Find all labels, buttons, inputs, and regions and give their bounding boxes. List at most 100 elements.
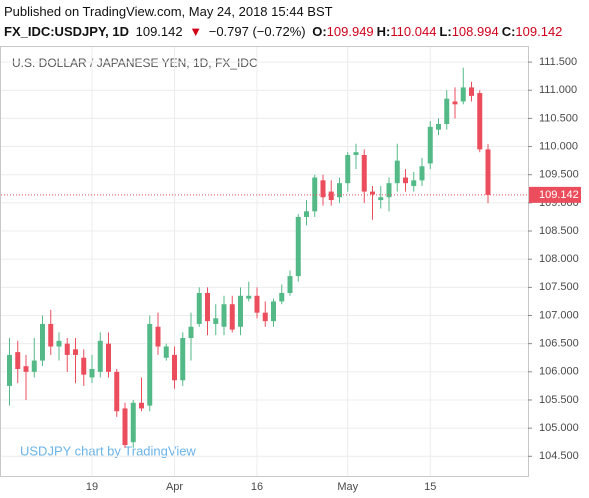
candle-body <box>271 301 276 322</box>
candle-body <box>40 323 45 361</box>
ohlc-value: 109.142 <box>515 24 563 39</box>
x-tick-label: 16 <box>251 481 263 493</box>
y-tick-label: 104.500 <box>539 450 579 462</box>
change-arrow: ▼ <box>189 24 203 39</box>
candle-body <box>130 402 136 443</box>
candle-body <box>23 366 29 372</box>
candle-body <box>106 343 111 372</box>
ohlc-label: C: <box>501 24 516 39</box>
y-tick-label: 111.000 <box>539 84 577 96</box>
candle-body <box>205 292 210 322</box>
ohlc-value: 108.994 <box>451 24 499 39</box>
y-tick-label: 105.500 <box>539 394 579 406</box>
x-tick-label: 15 <box>424 481 436 493</box>
candle-body <box>328 191 334 201</box>
candle-body <box>31 360 37 372</box>
candle-body <box>345 155 351 184</box>
candle-body <box>64 343 70 355</box>
symbol-line: FX_IDC:USDJPY, 1D 109.142 ▼ −0.797 (−0.7… <box>4 24 568 39</box>
candle-body <box>246 295 252 299</box>
y-tick-label: 105.000 <box>539 422 579 434</box>
y-tick-label: 108.500 <box>539 225 579 237</box>
candle-body <box>477 93 483 150</box>
change: −0.797 (−0.72%) <box>208 24 306 39</box>
candle-body <box>172 354 177 381</box>
candle-body <box>353 152 359 155</box>
candle-body <box>15 352 21 369</box>
ohlc-label: O: <box>312 24 327 39</box>
x-tick-label: 19 <box>86 481 98 493</box>
candle-body <box>337 183 342 198</box>
ohlc-value: 110.044 <box>390 24 437 39</box>
candle-body <box>147 323 153 406</box>
last-price-box <box>529 186 581 203</box>
candle-body <box>386 183 392 198</box>
candle-body <box>213 318 219 324</box>
y-tick-label: 107.000 <box>539 309 579 321</box>
candle-body <box>73 349 78 355</box>
candle-body <box>97 340 103 372</box>
ohlc: O:109.949 H:110.044 L:108.994 C:109.142 <box>312 24 565 39</box>
candle-body <box>452 101 458 105</box>
published-line: Published on TradingView.com, May 24, 20… <box>4 4 333 19</box>
plot-frame <box>0 46 529 477</box>
candle-body <box>370 191 375 195</box>
candle-body <box>89 369 95 378</box>
candle-body <box>196 292 202 324</box>
watermark: USDJPY chart by TradingView <box>20 443 196 458</box>
ohlc-label: L: <box>439 24 452 39</box>
candle-body <box>155 326 161 347</box>
symbol: FX_IDC:USDJPY, 1D <box>4 24 129 39</box>
y-tick-label: 108.000 <box>539 253 579 265</box>
candle-body <box>81 357 87 375</box>
candle-body <box>48 323 54 347</box>
candle-body <box>139 402 144 409</box>
candle-body <box>312 177 318 212</box>
candle-body <box>436 124 441 130</box>
candle-body <box>221 304 227 327</box>
y-tick-label: 107.500 <box>539 281 579 293</box>
candle-body <box>114 371 120 412</box>
ohlc-label: H: <box>376 24 391 39</box>
candle-body <box>304 211 309 217</box>
y-tick-label: 106.000 <box>539 366 579 378</box>
chart-title: U.S. DOLLAR / JAPANESE YEN, 1D, FX_IDC <box>12 56 258 70</box>
candle-body <box>320 180 326 198</box>
candle-body <box>180 338 186 381</box>
last-price-label: 109.142 <box>539 189 579 201</box>
candle-body <box>229 304 235 330</box>
price: 109.142 <box>135 24 183 39</box>
candle-body <box>361 155 367 192</box>
candle-body <box>419 166 425 181</box>
y-tick-label: 110.500 <box>539 112 578 124</box>
x-tick-label: May <box>337 481 358 493</box>
candle-body <box>378 197 384 201</box>
candle-body <box>188 326 194 339</box>
candle-body <box>403 177 408 184</box>
candle-body <box>262 312 268 322</box>
candle-body <box>485 149 491 195</box>
y-tick-label: 106.500 <box>539 338 579 350</box>
candle-body <box>411 180 417 186</box>
candle-body <box>279 292 285 302</box>
ohlc-value: 109.949 <box>326 24 374 39</box>
candle-body <box>163 346 169 358</box>
y-tick-label: 109.500 <box>539 169 579 181</box>
candle-body <box>394 160 400 184</box>
y-tick-label: 111.500 <box>539 56 577 68</box>
y-tick-label: 110.000 <box>539 140 578 152</box>
candle-body <box>254 295 260 313</box>
candle-body <box>56 340 62 347</box>
candle-body <box>460 87 466 102</box>
x-tick-label: Apr <box>166 481 183 493</box>
candle-body <box>295 216 301 277</box>
candle-body <box>287 276 293 293</box>
candle-body <box>122 408 128 446</box>
candle-body <box>444 98 450 125</box>
candle-body <box>469 87 474 96</box>
candle-body <box>7 354 12 386</box>
candle-body <box>238 295 243 327</box>
candle-body <box>427 126 433 164</box>
